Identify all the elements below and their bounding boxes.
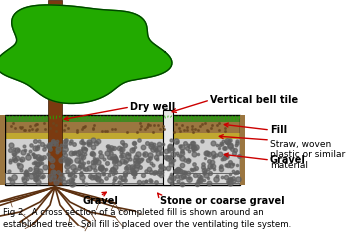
Text: Fill: Fill (270, 125, 287, 135)
Text: Vertical bell tile: Vertical bell tile (210, 95, 298, 105)
Bar (48, 0, 62, 185)
Text: Stone or coarse gravel: Stone or coarse gravel (160, 196, 285, 206)
Bar (5, 139, 240, 185)
Text: Gravel: Gravel (82, 196, 118, 206)
Bar (5, 115, 240, 185)
Bar (5, 122, 240, 133)
Bar (5, 115, 240, 122)
Bar (0, 115, 5, 185)
Text: Gravel: Gravel (270, 155, 306, 165)
Bar (5, 173, 240, 183)
Text: Dry well: Dry well (130, 102, 175, 112)
Text: Straw, woven
plastic or similar
material: Straw, woven plastic or similar material (270, 140, 345, 170)
Text: established tree.  Soil fill is placed over the ventilating tile system.: established tree. Soil fill is placed ov… (3, 220, 291, 229)
Bar (163, 110, 173, 185)
Polygon shape (0, 5, 172, 103)
Bar (240, 115, 245, 185)
Bar (5, 133, 240, 139)
Text: Fig 2.  A cross section of a completed fill is shown around an: Fig 2. A cross section of a completed fi… (3, 208, 264, 217)
Bar (50, 110, 60, 185)
